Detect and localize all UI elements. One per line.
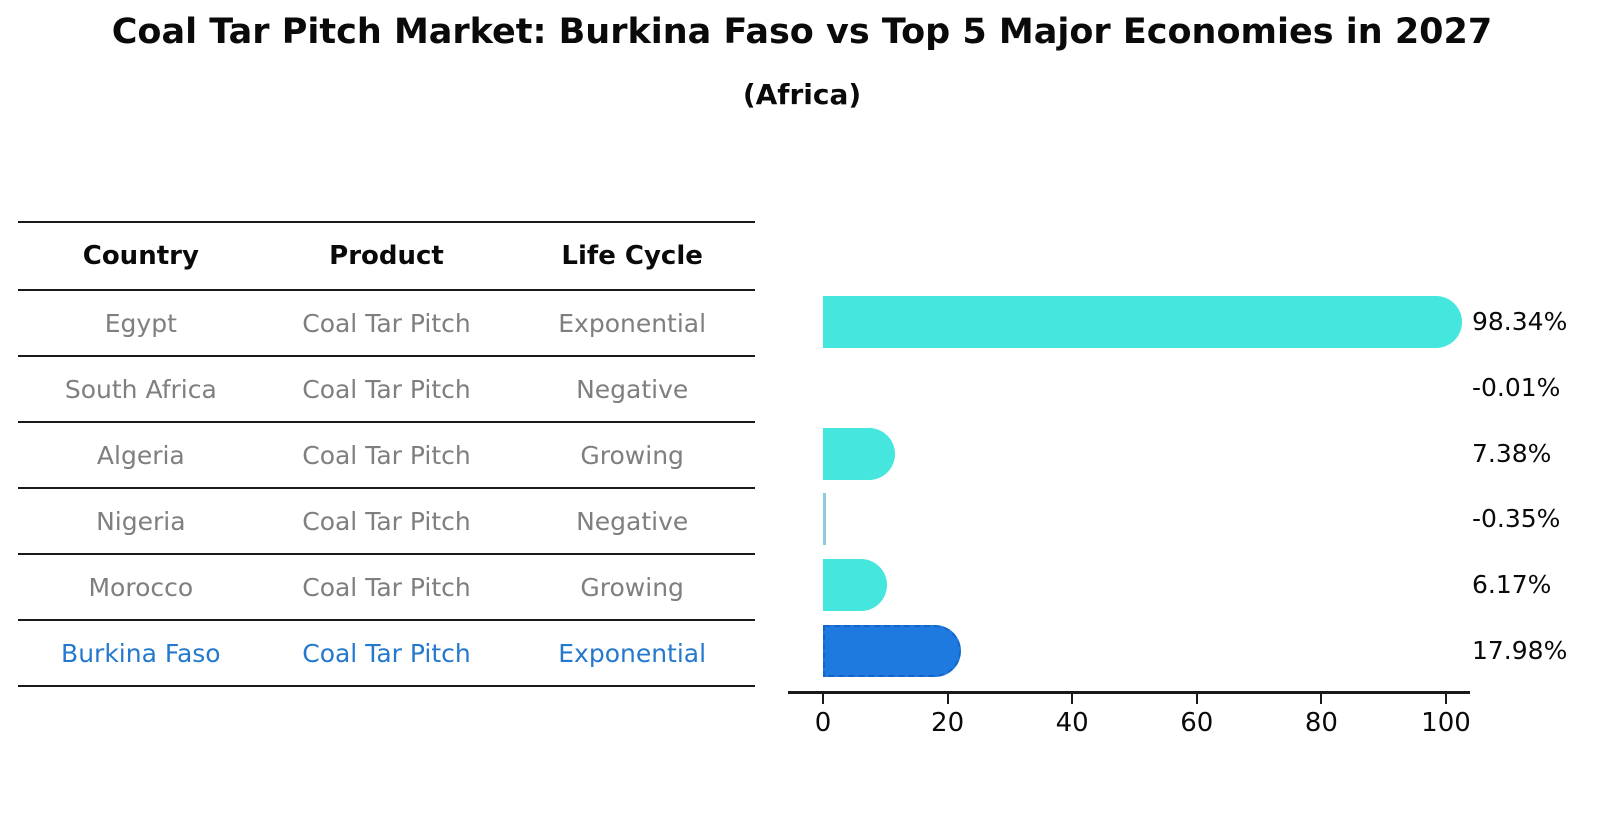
table-row-burkina-faso: Burkina Faso Coal Tar Pitch Exponential [18, 621, 755, 687]
chart-row-burkina-faso: 17.98% [0, 625, 1604, 677]
cell-life-cycle: Growing [580, 440, 684, 470]
header-cell-country: Country [82, 241, 199, 271]
x-axis-tick-label: 80 [1304, 708, 1338, 738]
x-axis-tick-label: 40 [1055, 708, 1089, 738]
cell-life-cycle: Negative [576, 506, 689, 536]
header-cell-life-cycle: Life Cycle [561, 241, 703, 271]
bar-morocco [823, 559, 888, 611]
cell-country: Burkina Faso [61, 638, 221, 668]
x-axis-tick [1320, 694, 1323, 704]
chart-row-morocco: 6.17% [0, 559, 1604, 611]
x-axis-tick [1071, 694, 1074, 704]
x-axis-tick-label: 20 [931, 708, 965, 738]
cell-life-cycle: Negative [576, 374, 689, 404]
bar-burkina-faso [823, 625, 961, 677]
x-axis-tick [822, 694, 824, 704]
cell-product: Coal Tar Pitch [302, 638, 471, 668]
table-row-egypt: Egypt Coal Tar Pitch Exponential [18, 291, 755, 357]
cell-country: Egypt [104, 308, 177, 338]
x-axis-tick [1195, 694, 1198, 704]
page-subtitle: (Africa) [742, 78, 862, 111]
value-label-south-africa: -0.01% [1472, 373, 1561, 402]
cell-product: Coal Tar Pitch [302, 374, 471, 404]
value-label-burkina-faso: 17.98% [1472, 636, 1568, 665]
table-row-morocco: Morocco Coal Tar Pitch Growing [18, 555, 755, 621]
cell-country: Morocco [88, 572, 194, 602]
cell-product: Coal Tar Pitch [302, 440, 471, 470]
cell-country: Nigeria [96, 506, 186, 536]
x-axis-tick-label: 0 [814, 708, 832, 738]
cell-life-cycle: Growing [580, 572, 684, 602]
table-row-south-africa: South Africa Coal Tar Pitch Negative [18, 357, 755, 423]
value-label-egypt: 98.34% [1472, 307, 1568, 336]
header-cell-product: Product [329, 241, 444, 271]
x-axis-tick-label: 60 [1180, 708, 1214, 738]
value-label-nigeria: -0.35% [1472, 504, 1561, 533]
cell-product: Coal Tar Pitch [302, 572, 471, 602]
cell-country: Algeria [96, 440, 185, 470]
x-axis-line [788, 691, 1470, 694]
chart-row-nigeria: -0.35% [0, 493, 1604, 545]
chart-row-egypt: 98.34% [0, 296, 1604, 348]
cell-life-cycle: Exponential [558, 638, 707, 668]
cell-product: Coal Tar Pitch [302, 506, 471, 536]
table-header-row: Country Product Life Cycle [18, 223, 755, 291]
chart-row-south-africa: -0.01% [0, 362, 1604, 414]
chart-row-algeria: 7.38% [0, 428, 1604, 480]
bar-nigeria [823, 493, 826, 545]
page-title: Coal Tar Pitch Market: Burkina Faso vs T… [111, 12, 1493, 52]
value-label-morocco: 6.17% [1472, 570, 1552, 599]
table-row-algeria: Algeria Coal Tar Pitch Growing [18, 423, 755, 489]
x-axis-tick-label: 100 [1421, 708, 1471, 738]
bar-egypt [823, 296, 1462, 348]
comparison-table: Country Product Life Cycle Egypt Coal Ta… [18, 221, 755, 687]
value-label-algeria: 7.38% [1472, 439, 1552, 468]
bar-algeria [823, 428, 895, 480]
cell-country: South Africa [64, 374, 217, 404]
table-row-nigeria: Nigeria Coal Tar Pitch Negative [18, 489, 755, 555]
x-axis-tick [946, 694, 949, 704]
cell-life-cycle: Exponential [558, 308, 707, 338]
cell-product: Coal Tar Pitch [302, 308, 471, 338]
x-axis-tick [1445, 694, 1447, 704]
